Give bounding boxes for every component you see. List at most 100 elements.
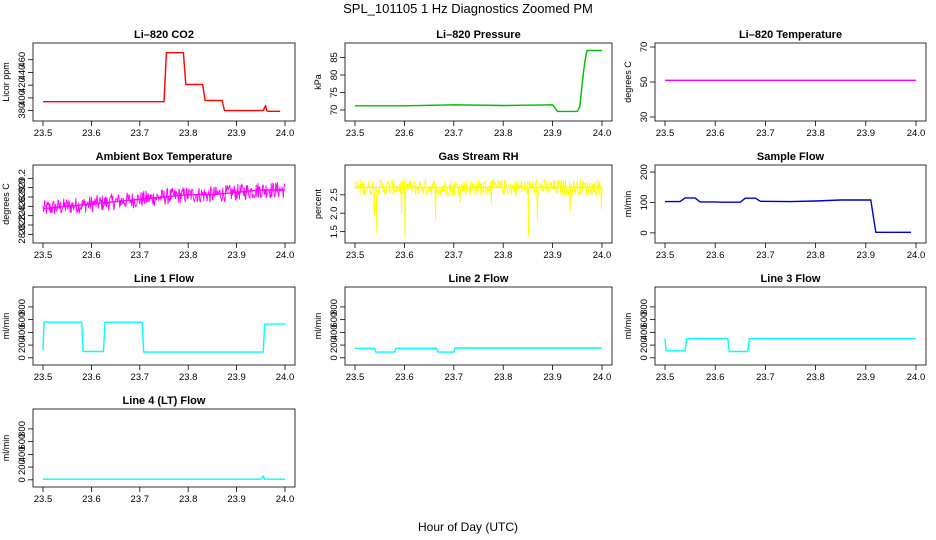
y-tick-label: 0	[17, 355, 28, 360]
series-line	[665, 197, 911, 233]
y-tick-label: 600	[17, 434, 28, 450]
plot-frame	[344, 286, 613, 366]
series-noise	[354, 178, 603, 238]
x-tick-label: 23.5	[346, 128, 365, 139]
panel-title: Line 2 Flow	[449, 273, 509, 285]
x-tick-label: 23.8	[179, 128, 198, 139]
x-tick-label: 23.9	[857, 372, 876, 383]
y-axis-label: ml/min	[1, 435, 11, 462]
x-tick-label: 23.7	[131, 494, 150, 505]
y-axis-label: ml/min	[1, 313, 11, 340]
panel-title: Li–820 Temperature	[739, 29, 842, 41]
plot-frame	[654, 286, 927, 366]
x-tick-label: 24.0	[907, 128, 926, 139]
x-tick-label: 24.0	[276, 128, 295, 139]
y-tick-label: 600	[639, 312, 650, 328]
panel-title: Line 3 Flow	[761, 273, 821, 285]
y-tick-label: 30	[639, 112, 650, 123]
y-tick-label: 28.0	[17, 225, 28, 244]
x-tick-label: 23.6	[395, 250, 414, 261]
panel-1: Li–820 CO2 23.5 23.6 23.7 23.8 23.9 24.0 380400…	[1, 29, 296, 139]
panel-title: Sample Flow	[757, 151, 825, 163]
y-tick-label: 200	[17, 337, 28, 353]
y-tick-label: 380	[17, 103, 28, 119]
x-tick-label: 23.5	[656, 128, 675, 139]
y-tick-label: 200	[17, 459, 28, 475]
x-tick-label: 23.6	[82, 250, 101, 261]
x-tick-label: 23.9	[543, 372, 562, 383]
y-tick-label: 460	[17, 52, 28, 68]
x-tick-label: 23.8	[806, 250, 825, 261]
x-tick-label: 23.8	[179, 372, 198, 383]
x-tick-label: 23.9	[543, 250, 562, 261]
y-tick-label: 400	[639, 324, 650, 340]
panel-title: Ambient Box Temperature	[96, 151, 233, 163]
y-tick-label: 70	[639, 42, 650, 53]
y-tick-label: 100	[639, 195, 650, 211]
x-tick-label: 23.5	[656, 250, 675, 261]
y-tick-label: 85	[329, 52, 340, 63]
x-tick-label: 24.0	[593, 250, 612, 261]
y-tick-label: 400	[17, 446, 28, 462]
y-axis-label: kPa	[313, 74, 323, 90]
panel-title: Line 1 Flow	[134, 273, 194, 285]
panel-6: Sample Flow 23.5 23.6 23.7 23.8 23.9 24.0 0 100 2…	[623, 151, 927, 261]
x-tick-label: 23.9	[227, 494, 246, 505]
x-tick-label: 23.5	[346, 250, 365, 261]
series-line	[664, 338, 916, 353]
x-tick-label: 23.6	[395, 128, 414, 139]
y-tick-label: 2.0	[329, 207, 340, 220]
x-tick-label: 24.0	[907, 250, 926, 261]
x-tick-label: 23.5	[34, 372, 53, 383]
y-tick-label: 28.6	[17, 197, 28, 216]
x-tick-label: 23.8	[494, 128, 513, 139]
x-tick-label: 23.9	[227, 372, 246, 383]
y-tick-label: 800	[329, 299, 340, 315]
panel-title: Li–820 Pressure	[436, 29, 520, 41]
y-tick-label: 29.0	[17, 178, 28, 197]
y-tick-label: 420	[17, 77, 28, 93]
x-tick-label: 23.6	[706, 372, 725, 383]
x-tick-label: 23.9	[227, 250, 246, 261]
y-tick-label: 200	[329, 337, 340, 353]
x-tick-label: 23.8	[806, 372, 825, 383]
y-tick-label: 0	[17, 477, 28, 482]
panel-3: Li–820 Temperature 23.5 23.6 23.7 23.8 23.9 24…	[623, 29, 927, 139]
panel-2: Li–820 Pressure 23.5 23.6 23.7 23.8 23.9 24.0 7…	[313, 29, 613, 139]
x-tick-label: 23.7	[445, 128, 464, 139]
x-tick-label: 23.5	[346, 372, 365, 383]
figure-x-axis-label: Hour of Day (UTC)	[418, 520, 518, 534]
x-tick-label: 23.9	[857, 250, 876, 261]
x-tick-label: 23.6	[82, 128, 101, 139]
plot-frame	[654, 42, 927, 122]
panel-7: Line 1 Flow 23.5 23.6 23.7 23.8 23.9 24.0 0 2004…	[1, 273, 296, 383]
panel-5: Gas Stream RH 23.5 23.6 23.7 23.8 23.9 24.0 1.5…	[313, 151, 613, 261]
x-tick-label: 23.8	[494, 250, 513, 261]
y-tick-label: 400	[329, 324, 340, 340]
y-tick-label: 400	[17, 90, 28, 106]
x-tick-label: 23.7	[131, 128, 150, 139]
plot-frame	[32, 286, 296, 366]
y-tick-label: 200	[639, 337, 650, 353]
x-tick-label: 23.8	[179, 250, 198, 261]
y-tick-label: 0	[329, 355, 340, 360]
y-tick-label: 0	[639, 355, 650, 360]
x-tick-label: 24.0	[593, 128, 612, 139]
series-line	[43, 52, 281, 112]
y-tick-label: 1.5	[329, 225, 340, 238]
y-tick-label: 75	[329, 87, 340, 98]
x-tick-label: 23.7	[445, 250, 464, 261]
x-tick-label: 23.6	[706, 250, 725, 261]
x-tick-label: 23.8	[179, 494, 198, 505]
x-tick-label: 23.7	[756, 372, 775, 383]
x-tick-label: 23.5	[656, 372, 675, 383]
x-tick-label: 23.7	[756, 250, 775, 261]
x-tick-label: 23.9	[543, 128, 562, 139]
x-tick-label: 23.9	[857, 128, 876, 139]
y-axis-label: degrees C	[1, 183, 11, 225]
y-tick-label: 28.2	[17, 216, 28, 235]
x-tick-label: 24.0	[276, 250, 295, 261]
x-tick-label: 24.0	[593, 372, 612, 383]
